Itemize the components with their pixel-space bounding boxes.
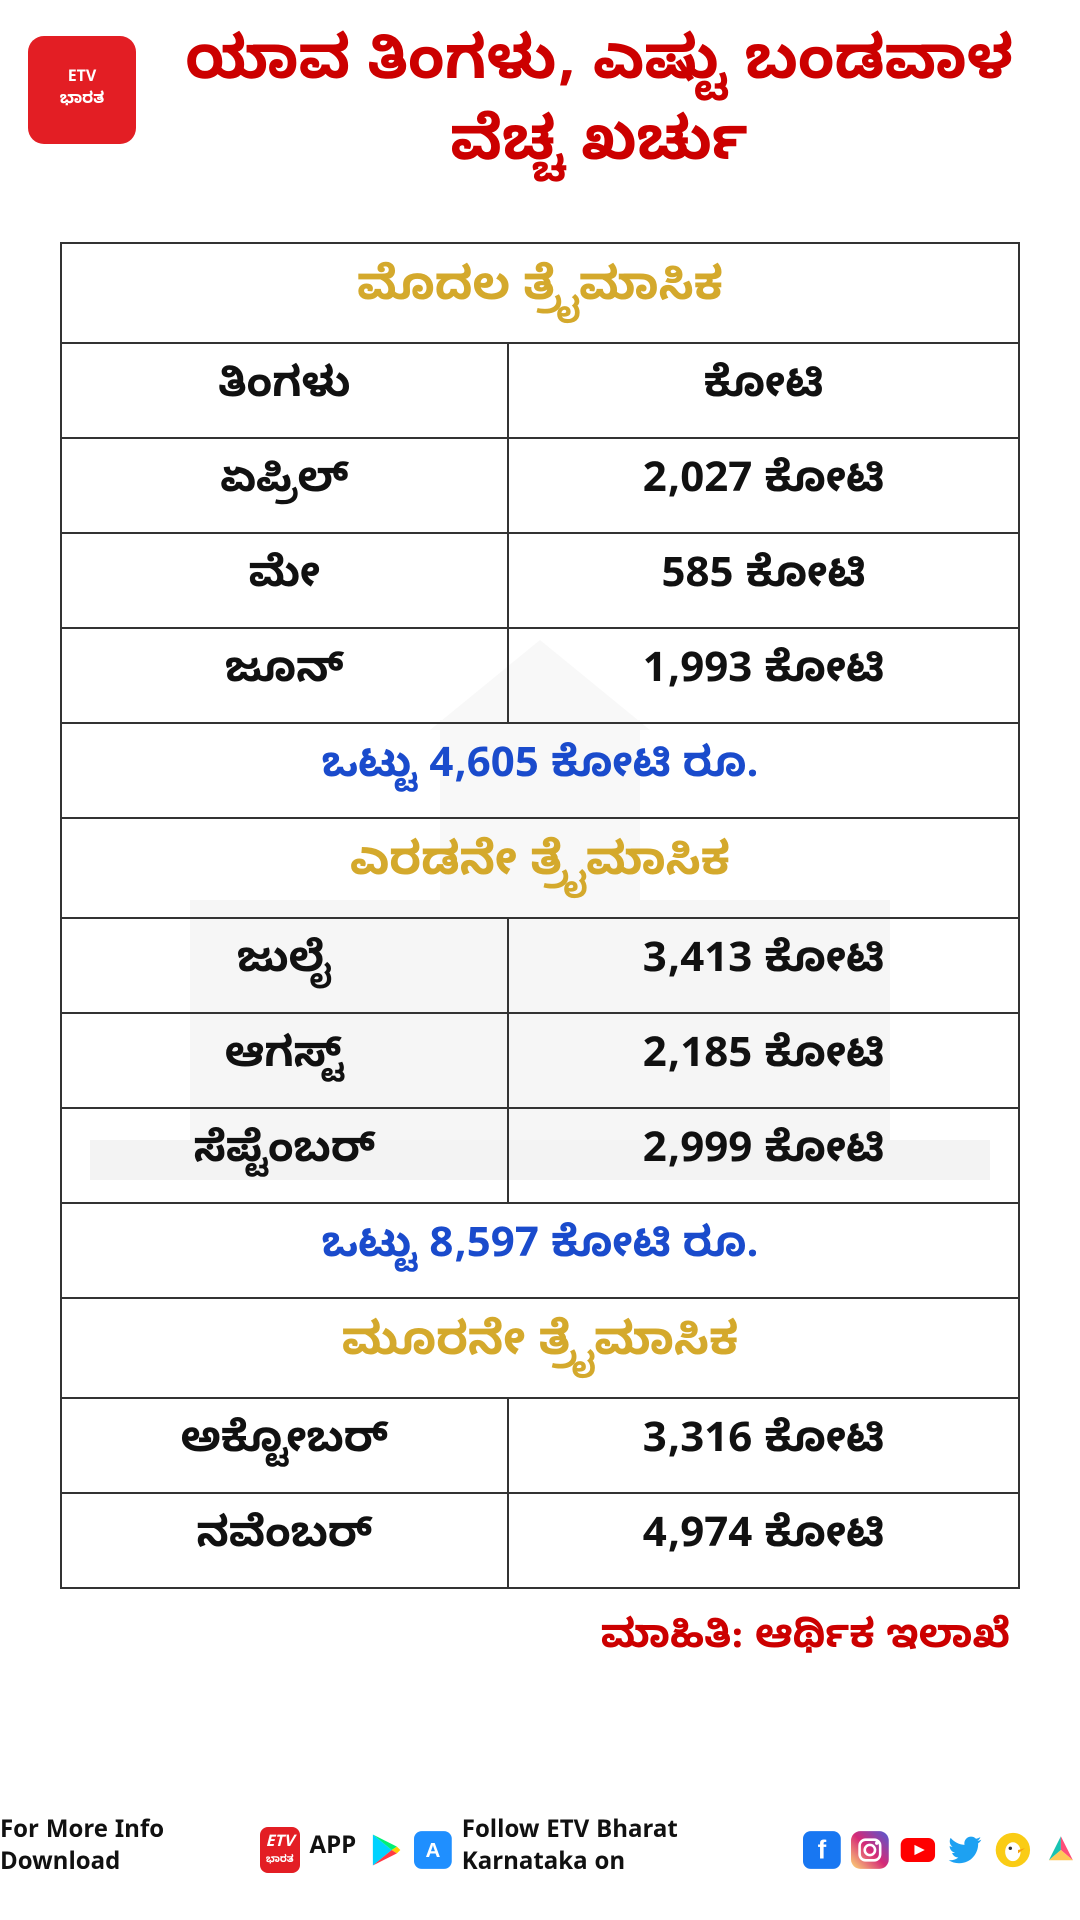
table-row: ಆಗಸ್ಟ್2,185 ಕೋಟಿ [61, 1013, 1019, 1108]
twitter-icon [947, 1828, 985, 1872]
table-cell: 2,185 ಕೋಟಿ [508, 1013, 1019, 1108]
logo-bottom-text: ಭಾರತ [60, 90, 104, 112]
section-total: ಒಟ್ಟು 8,597 ಕೋಟಿ ರೂ. [61, 1203, 1019, 1298]
youtube-icon [899, 1828, 937, 1872]
table-row: ಅಕ್ಟೋಬರ್3,316 ಕೋಟಿ [61, 1398, 1019, 1493]
facebook-icon: f [803, 1828, 841, 1872]
data-table-container: ಮೊದಲ ತ್ರೈಮಾಸಿಕತಿಂಗಳುಕೋಟಿಏಪ್ರಿಲ್2,027 ಕೋಟ… [0, 202, 1080, 1589]
table-cell: 3,413 ಕೋಟಿ [508, 918, 1019, 1013]
table-cell: 2,999 ಕೋಟಿ [508, 1108, 1019, 1203]
table-row: ಏಪ್ರಿಲ್2,027 ಕೋಟಿ [61, 438, 1019, 533]
table-cell: 1,993 ಕೋಟಿ [508, 628, 1019, 723]
table-cell: ಮೇ [61, 533, 508, 628]
table-cell: 4,974 ಕೋಟಿ [508, 1493, 1019, 1588]
section-header: ಮೂರನೇ ತ್ರೈಮಾಸಿಕ [61, 1298, 1019, 1398]
footer-bar: For More Info Download ETV ಭಾರತ APP A Fo… [0, 1818, 1080, 1882]
table-row: ಜೂನ್1,993 ಕೋಟಿ [61, 628, 1019, 723]
footer-app-text: APP [310, 1834, 357, 1866]
svg-text:f: f [818, 1837, 827, 1865]
etv-logo: ETV ಭಾರತ [28, 36, 136, 144]
table-row: ನವೆಂಬರ್4,974 ಕೋಟಿ [61, 1493, 1019, 1588]
footer-follow-text: Follow ETV Bharat Karnataka on [462, 1818, 794, 1882]
source-text: ಮಾಹಿತಿ: ಆರ್ಥಿಕ ಇಲಾಖೆ [0, 1589, 1080, 1669]
table-cell: ಜುಲೈ [61, 918, 508, 1013]
section-header: ಮೊದಲ ತ್ರೈಮಾಸಿಕ [61, 243, 1019, 343]
svg-text:A: A [425, 1839, 440, 1862]
sharechat-icon [1042, 1828, 1080, 1872]
table-cell: ಸೆಪ್ಟೆಂಬರ್ [61, 1108, 508, 1203]
appstore-icon: A [414, 1828, 452, 1872]
instagram-icon [851, 1828, 889, 1872]
table-cell: ಆಗಸ್ಟ್ [61, 1013, 508, 1108]
logo-top-text: ETV [68, 68, 97, 90]
table-cell: ಏಪ್ರಿಲ್ [61, 438, 508, 533]
section-header: ಎರಡನೇ ತ್ರೈಮಾಸಿಕ [61, 818, 1019, 918]
column-header: ತಿಂಗಳು [61, 343, 508, 438]
page-title: ಯಾವ ತಿಂಗಳು, ಎಷ್ಟು ಬಂಡವಾಳ ವೆಚ್ಚ ಖರ್ಚು [136, 30, 1052, 192]
table-cell: ಅಕ್ಟೋಬರ್ [61, 1398, 508, 1493]
koo-icon [994, 1828, 1032, 1872]
section-total: ಒಟ್ಟು 4,605 ಕೋಟಿ ರೂ. [61, 723, 1019, 818]
table-cell: 2,027 ಕೋಟಿ [508, 438, 1019, 533]
playstore-icon [366, 1828, 404, 1872]
footer-download-text: For More Info Download [0, 1818, 250, 1882]
table-cell: 3,316 ಕೋಟಿ [508, 1398, 1019, 1493]
expenditure-table: ಮೊದಲ ತ್ರೈಮಾಸಿಕತಿಂಗಳುಕೋಟಿಏಪ್ರಿಲ್2,027 ಕೋಟ… [60, 242, 1020, 1589]
table-row: ಮೇ585 ಕೋಟಿ [61, 533, 1019, 628]
table-cell: ಜೂನ್ [61, 628, 508, 723]
column-header: ಕೋಟಿ [508, 343, 1019, 438]
table-cell: ನವೆಂಬರ್ [61, 1493, 508, 1588]
etv-logo-small: ETV ಭಾರತ [260, 1827, 299, 1873]
table-cell: 585 ಕೋಟಿ [508, 533, 1019, 628]
table-row: ಸೆಪ್ಟೆಂಬರ್2,999 ಕೋಟಿ [61, 1108, 1019, 1203]
table-row: ಜುಲೈ3,413 ಕೋಟಿ [61, 918, 1019, 1013]
